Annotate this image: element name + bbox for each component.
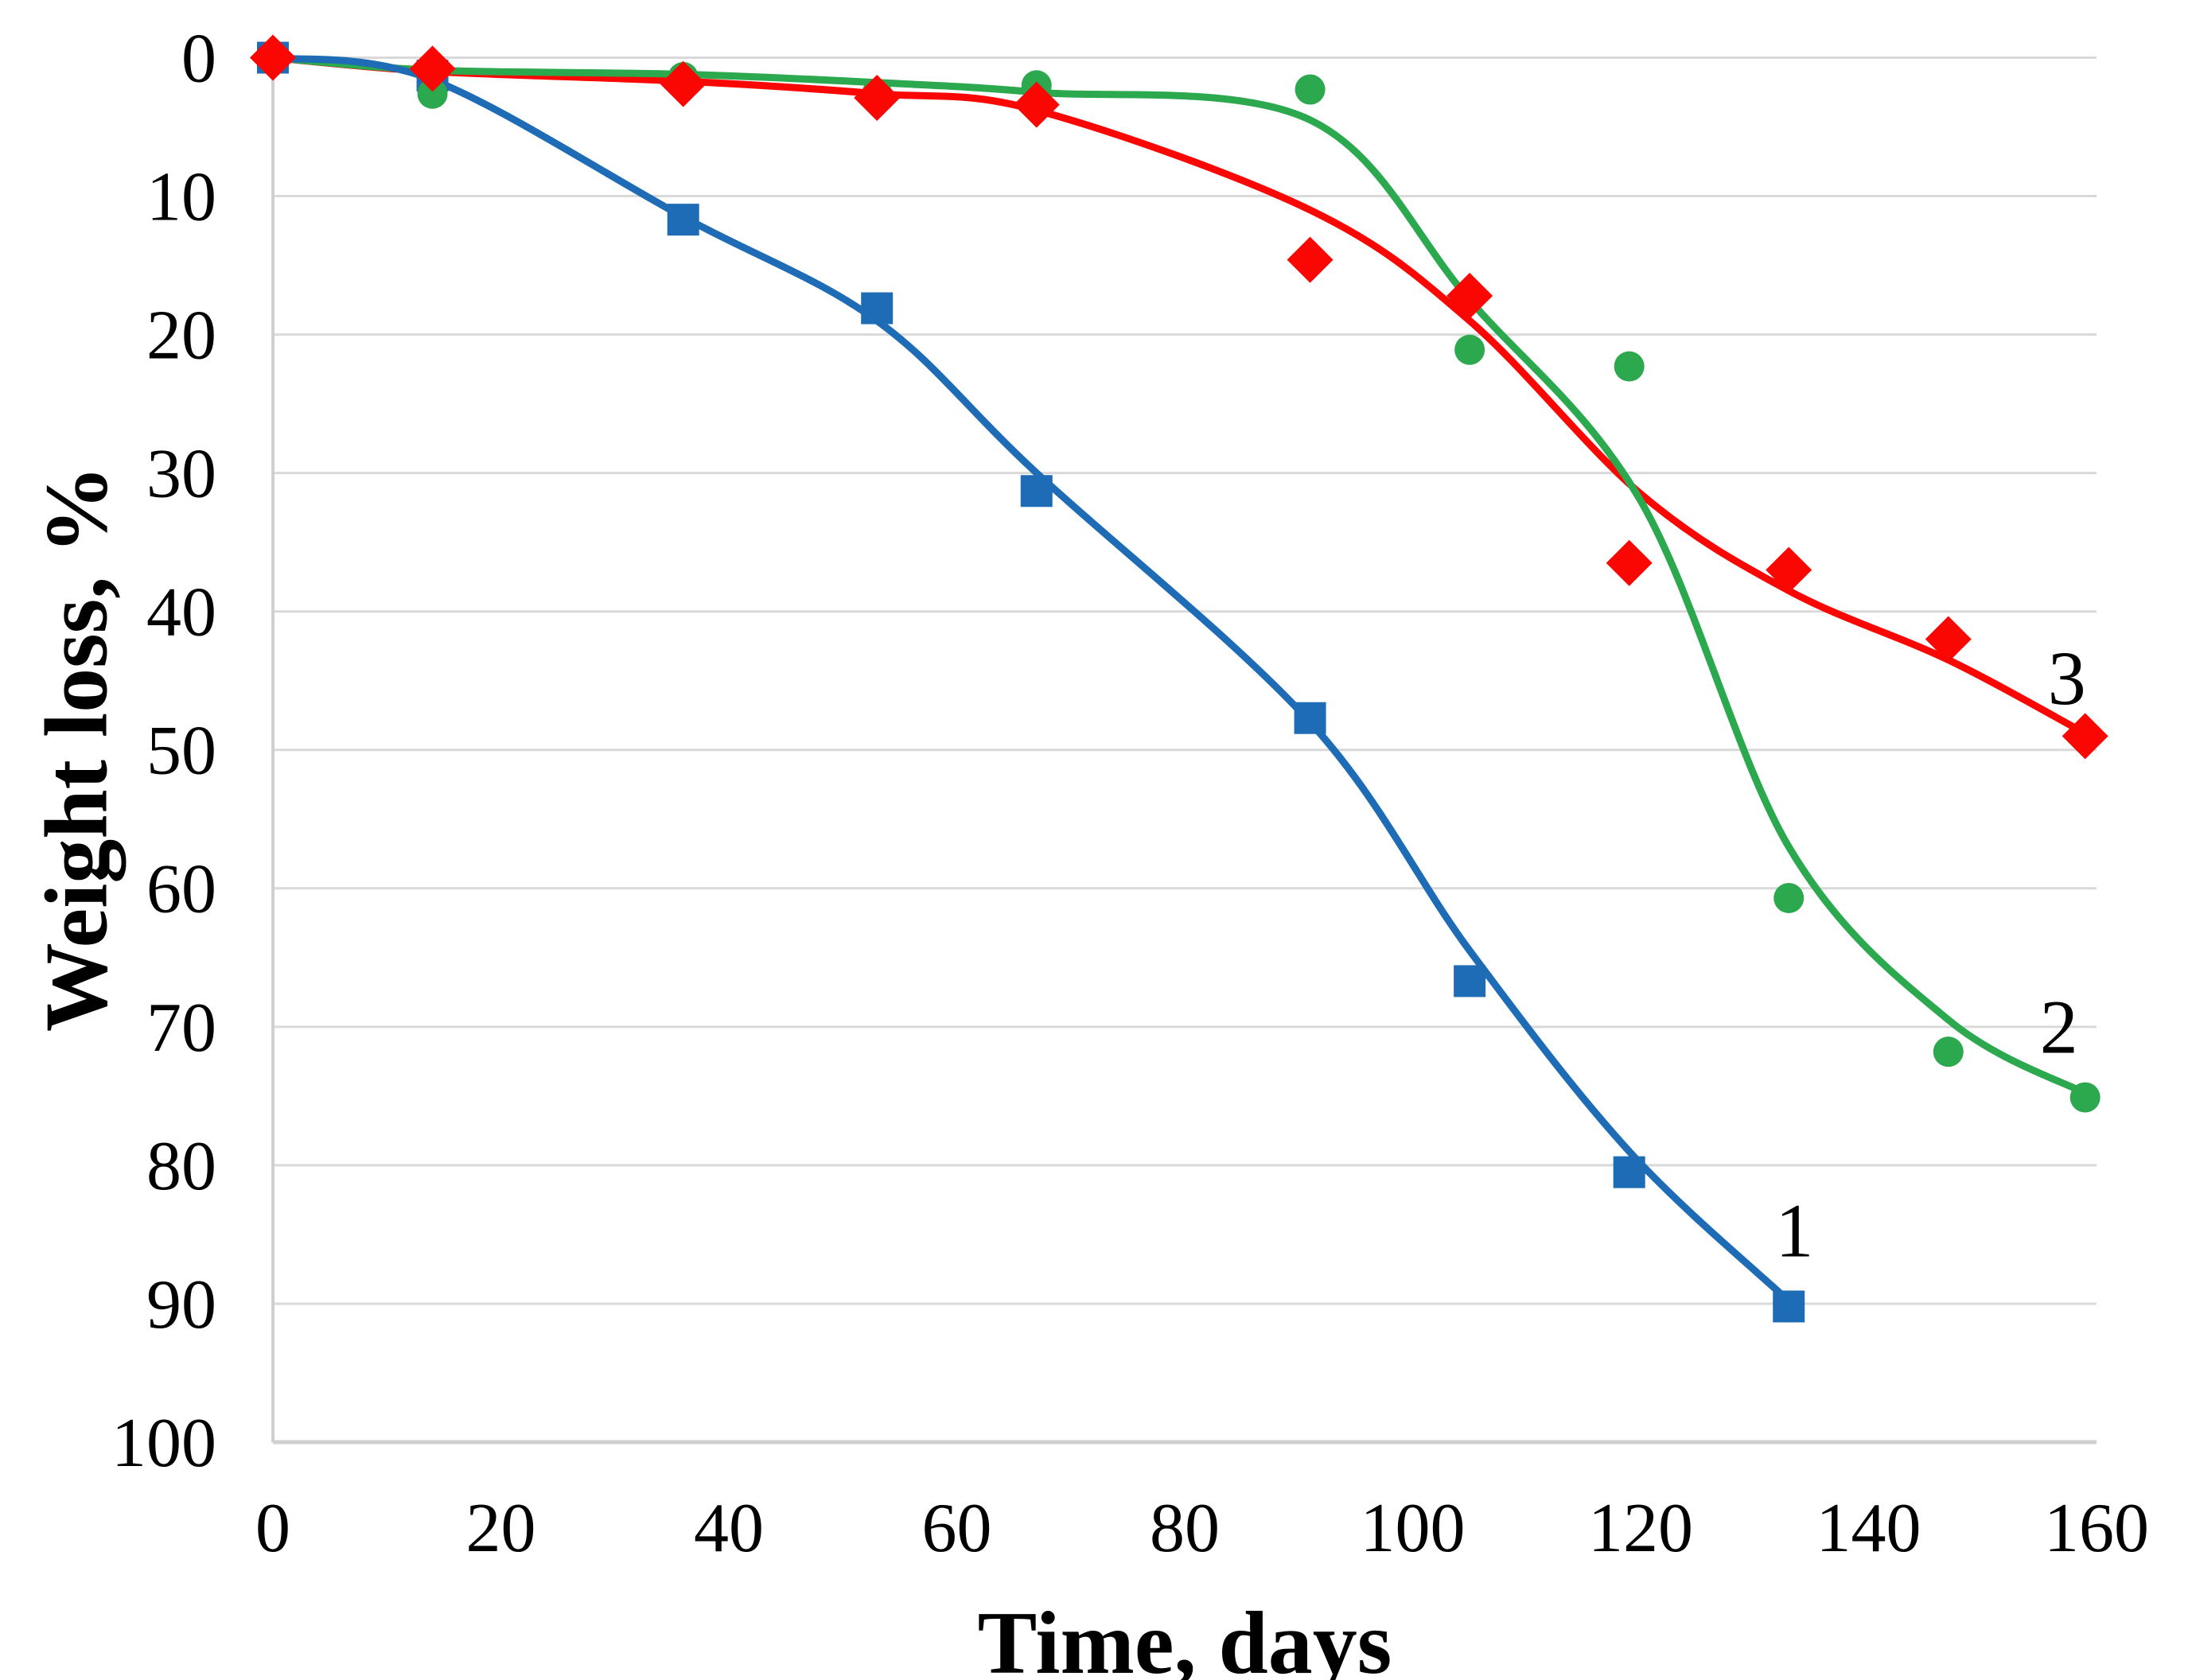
x-tick-label: 20 bbox=[466, 1490, 536, 1567]
data-point-series-3 bbox=[1013, 81, 1060, 128]
y-tick-label: 10 bbox=[146, 158, 216, 235]
data-point-series-2 bbox=[1295, 74, 1326, 105]
y-tick-label: 60 bbox=[146, 851, 216, 928]
trend-line-series-3 bbox=[269, 54, 2089, 737]
x-tick-label: 40 bbox=[694, 1490, 764, 1567]
data-point-series-3 bbox=[1446, 272, 1493, 319]
data-point-series-2 bbox=[2069, 1082, 2101, 1113]
y-axis-title: Weight loss, % bbox=[27, 465, 127, 1032]
y-tick-label: 80 bbox=[146, 1128, 216, 1205]
x-tick-label: 60 bbox=[922, 1490, 992, 1567]
data-point-series-2 bbox=[1773, 882, 1805, 913]
data-point-series-3 bbox=[854, 74, 901, 121]
data-point-series-3 bbox=[2062, 713, 2108, 760]
data-point-series-2 bbox=[1614, 351, 1645, 382]
data-point-series-2 bbox=[1933, 1036, 1964, 1068]
x-tick-label: 120 bbox=[1588, 1490, 1693, 1567]
y-tick-label: 30 bbox=[146, 436, 216, 513]
x-tick-label: 100 bbox=[1361, 1490, 1466, 1567]
y-tick-label: 50 bbox=[146, 713, 216, 790]
series-label-2: 2 bbox=[2040, 984, 2078, 1069]
data-point-series-1 bbox=[1020, 475, 1053, 508]
data-point-series-3 bbox=[1925, 616, 1972, 663]
data-point-series-1 bbox=[667, 204, 699, 236]
trend-line-series-2 bbox=[269, 54, 2089, 1097]
y-tick-label: 0 bbox=[181, 20, 216, 97]
data-point-series-3 bbox=[1606, 539, 1653, 586]
data-point-series-1 bbox=[1773, 1290, 1805, 1323]
x-tick-label: 0 bbox=[255, 1490, 290, 1567]
series-label-3: 3 bbox=[2048, 636, 2086, 721]
x-tick-label: 140 bbox=[1816, 1490, 1921, 1567]
data-point-series-1 bbox=[861, 292, 894, 325]
y-tick-label: 70 bbox=[146, 990, 216, 1067]
x-tick-label: 80 bbox=[1150, 1490, 1220, 1567]
x-tick-label: 160 bbox=[2044, 1490, 2149, 1567]
y-tick-label: 90 bbox=[146, 1266, 216, 1344]
data-point-series-1 bbox=[1613, 1156, 1645, 1188]
x-axis-title: Time, days bbox=[977, 1594, 1392, 1680]
data-point-series-3 bbox=[409, 45, 456, 92]
y-tick-label: 20 bbox=[146, 298, 216, 375]
data-point-series-2 bbox=[1454, 334, 1485, 365]
data-point-series-1 bbox=[1454, 965, 1486, 998]
y-tick-label: 100 bbox=[111, 1405, 216, 1482]
y-tick-label: 40 bbox=[146, 574, 216, 651]
data-point-series-2 bbox=[417, 78, 448, 109]
trend-line-series-1 bbox=[269, 54, 1793, 1305]
data-point-series-3 bbox=[1766, 546, 1812, 593]
data-point-series-3 bbox=[660, 60, 707, 107]
series-label-1: 1 bbox=[1775, 1188, 1813, 1273]
data-point-series-3 bbox=[1287, 236, 1333, 283]
data-point-series-1 bbox=[1294, 702, 1326, 734]
data-point-series-3 bbox=[250, 34, 296, 81]
